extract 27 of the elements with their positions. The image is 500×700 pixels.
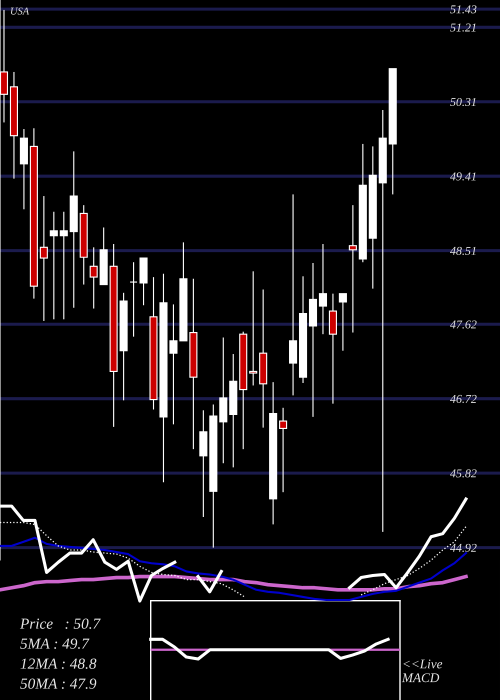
- y-tick-label: 46.72: [450, 394, 477, 404]
- y-tick-label: 47.62: [450, 320, 477, 329]
- text: Price : 50.7: [20, 618, 101, 629]
- candlestick: [40, 195, 48, 322]
- candlestick: [338, 293, 347, 352]
- text: 12MA : 48.8: [20, 658, 96, 669]
- y-tick-label: 45.82: [450, 469, 477, 478]
- y-tick-label: 51.21: [450, 24, 476, 32]
- text: 50MA : 47.9: [20, 678, 96, 689]
- y-tick-label: 48.51: [450, 246, 476, 255]
- candlestick: [289, 194, 298, 396]
- annotation: USA: [10, 8, 30, 15]
- candlestick: [328, 293, 337, 404]
- y-tick-label: 49.41: [450, 172, 476, 181]
- candlestick: [90, 246, 98, 310]
- text: 5MA : 49.7: [20, 638, 90, 649]
- candlestick: [199, 410, 208, 518]
- candlestick: [169, 304, 178, 425]
- candlestick: [279, 407, 288, 493]
- y-tick-label: 50.31: [450, 98, 476, 106]
- y-tick-label: 44.92: [450, 544, 477, 552]
- candlestick: [348, 204, 357, 334]
- text: <<Live MACD: [402, 660, 442, 682]
- y-tick-label: 51.43: [450, 5, 476, 14]
- candlestick: [50, 211, 58, 320]
- candlestick: [130, 262, 138, 338]
- candlestick: [318, 243, 328, 335]
